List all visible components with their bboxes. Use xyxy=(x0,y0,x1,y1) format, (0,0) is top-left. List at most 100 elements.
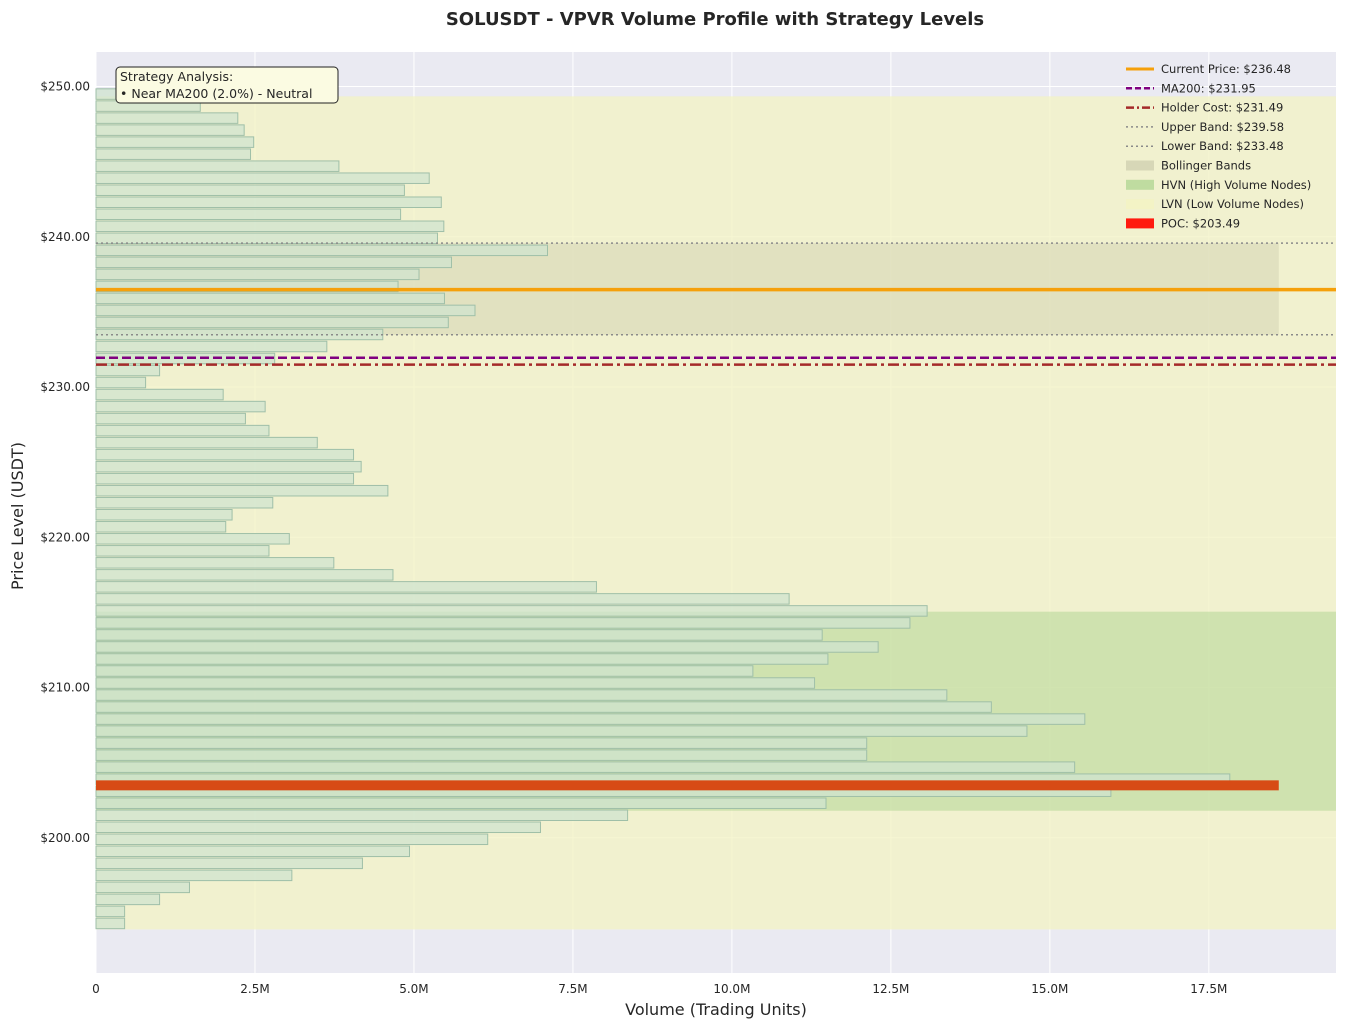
volume-bar xyxy=(95,316,449,329)
volume-bar xyxy=(95,184,405,196)
volume-bar xyxy=(95,484,389,497)
chart-title: SOLUSDT - VPVR Volume Profile with Strat… xyxy=(446,9,984,30)
volume-bar xyxy=(95,160,340,172)
volume-bar xyxy=(95,448,355,461)
volume-bar xyxy=(95,629,823,641)
volume-bar xyxy=(95,244,548,257)
volume-bar xyxy=(95,833,489,846)
volume-bar xyxy=(95,749,868,761)
volume-bar xyxy=(95,136,255,148)
volume-bar xyxy=(95,148,252,160)
legend-bollinger-label: Bollinger Bands xyxy=(1161,159,1251,173)
volume-bar xyxy=(95,797,827,809)
legend-ma200-label: MA200: $231.95 xyxy=(1161,81,1256,95)
volume-bar xyxy=(95,593,790,605)
legend-hvn-label: HVN (High Volume Nodes) xyxy=(1161,178,1311,192)
volume-bar xyxy=(95,232,438,245)
y-tick-label: $250.00 xyxy=(40,80,90,94)
volume-bar xyxy=(95,508,233,521)
volume-bar xyxy=(95,208,402,221)
volume-bar xyxy=(95,424,270,437)
volume-bar xyxy=(95,472,355,485)
volume-bar xyxy=(95,196,442,209)
volume-bar xyxy=(95,268,420,281)
y-axis-label: Price Level (USDT) xyxy=(8,442,27,590)
y-tick-label: $230.00 xyxy=(40,380,90,394)
volume-bar xyxy=(95,496,274,509)
volume-bar xyxy=(95,569,394,581)
volume-bar xyxy=(95,857,363,870)
volume-bar xyxy=(95,869,293,882)
volume-bar xyxy=(95,905,126,918)
volume-bar xyxy=(95,581,597,593)
volume-bar xyxy=(95,701,992,713)
volume-bar xyxy=(95,400,266,413)
legend-lower-band-label: Lower Band: $233.48 xyxy=(1161,139,1284,153)
legend-upper-band-label: Upper Band: $239.58 xyxy=(1161,120,1284,134)
volume-bar xyxy=(95,881,190,894)
volume-bar xyxy=(95,725,1028,737)
x-tick-label: 10.0M xyxy=(713,982,750,996)
volume-bar xyxy=(95,388,224,401)
volume-bar xyxy=(95,521,227,533)
y-tick-label: $200.00 xyxy=(40,831,90,845)
volume-bar xyxy=(95,280,399,293)
annotation-frame xyxy=(115,66,339,104)
legend: Current Price: $236.48 MA200: $231.95 Hold… xyxy=(1126,62,1311,230)
volume-bar xyxy=(95,845,410,858)
volume-bar xyxy=(95,124,245,136)
legend-poc-label: POC: $203.49 xyxy=(1161,216,1240,230)
volume-bar xyxy=(95,677,816,689)
x-tick-label: 0 xyxy=(92,982,100,996)
volume-bar xyxy=(95,340,328,353)
volume-bar xyxy=(95,893,161,906)
volume-bar xyxy=(95,436,318,449)
y-tick-label: $240.00 xyxy=(40,230,90,244)
volume-bar xyxy=(95,376,147,389)
x-tick-label: 17.5M xyxy=(1190,982,1227,996)
volume-bar xyxy=(95,737,868,749)
volume-bar xyxy=(95,605,928,617)
legend-bollinger-swatch xyxy=(1126,160,1154,171)
poc-bar xyxy=(96,780,1279,791)
volume-bar xyxy=(95,364,161,377)
annotation-line: • Near MA200 (2.0%) - Neutral xyxy=(120,86,312,101)
volume-bar xyxy=(95,617,911,629)
legend-poc-swatch xyxy=(1126,218,1154,229)
y-tick-label: $210.00 xyxy=(40,681,90,695)
volume-bar xyxy=(95,713,1086,725)
axis-ticks: 0 2.5M 5.0M 7.5M 10.0M 12.5M 15.0M 17.5M $200.00… xyxy=(40,80,1227,996)
volume-bar xyxy=(95,292,445,305)
volume-bar xyxy=(95,220,445,233)
volume-bar xyxy=(95,328,384,341)
volume-bar xyxy=(95,112,239,124)
legend-lvn-swatch xyxy=(1126,199,1154,210)
volume-bar xyxy=(95,821,541,834)
volume-bar xyxy=(95,256,452,269)
x-axis-label: Volume (Trading Units) xyxy=(625,1000,807,1019)
volume-bar xyxy=(95,172,430,184)
volume-bar xyxy=(95,412,246,425)
x-tick-label: 7.5M xyxy=(558,982,587,996)
volume-bar xyxy=(95,917,126,930)
legend-current-price-label: Current Price: $236.48 xyxy=(1161,62,1291,76)
volume-bar xyxy=(95,557,335,569)
volume-bar xyxy=(95,761,1076,773)
volume-bar xyxy=(95,641,879,653)
x-tick-label: 2.5M xyxy=(240,982,269,996)
volume-bar xyxy=(95,665,754,677)
volume-bar xyxy=(95,689,948,701)
volume-bar xyxy=(95,653,829,665)
strategy-levels xyxy=(96,242,1336,366)
volume-bar xyxy=(95,545,270,557)
volume-bar xyxy=(95,304,476,317)
x-tick-label: 15.0M xyxy=(1031,982,1068,996)
strategy-analysis-box: Strategy Analysis: • Near MA200 (2.0%) -… xyxy=(115,66,339,104)
legend-hvn-swatch xyxy=(1126,179,1154,190)
legend-lvn-label: LVN (Low Volume Nodes) xyxy=(1161,197,1304,211)
x-tick-label: 5.0M xyxy=(399,982,428,996)
volume-bar xyxy=(95,809,629,822)
annotation-title: Strategy Analysis: xyxy=(120,69,233,84)
volume-bars xyxy=(95,88,1279,930)
